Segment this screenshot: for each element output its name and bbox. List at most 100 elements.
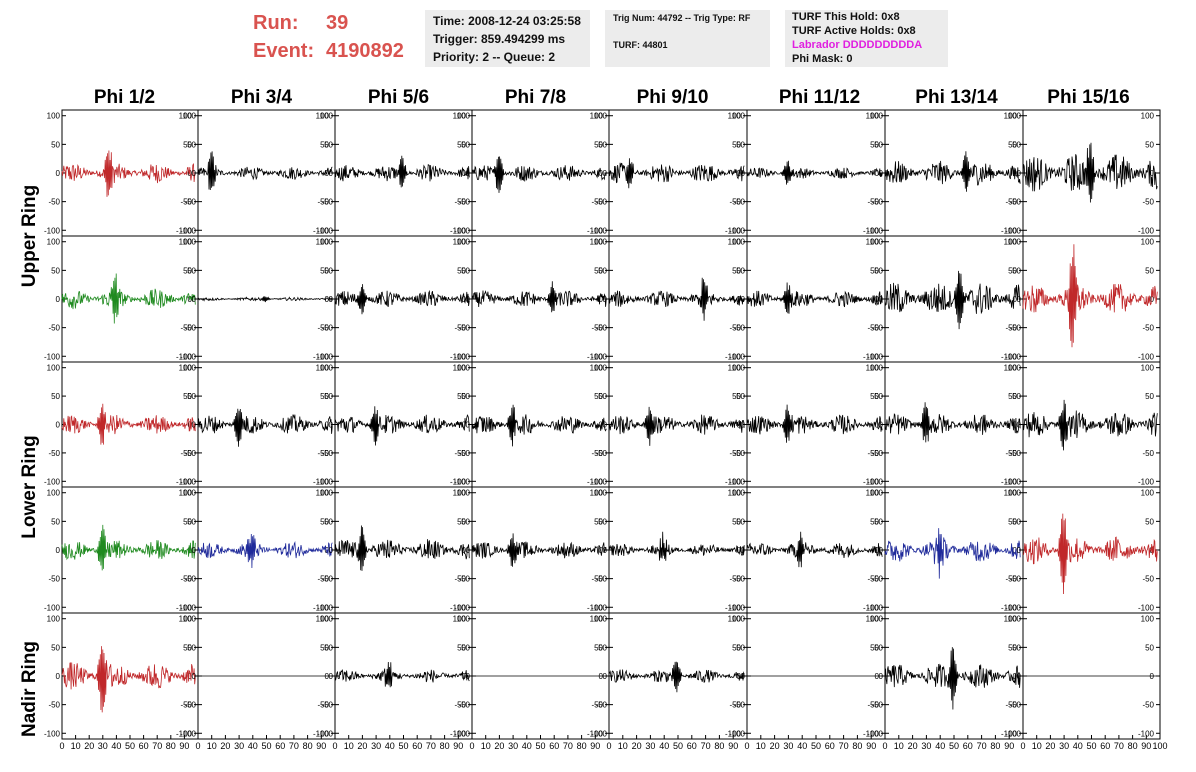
y-tick-label: -50 — [321, 449, 333, 458]
y-tick-label: 50 — [183, 392, 192, 401]
y-tick-label: 50 — [320, 140, 329, 149]
x-tick-label: 20 — [220, 741, 230, 751]
y-tick-label: 0 — [875, 421, 880, 430]
waveform-trace — [884, 647, 1021, 710]
turf-active-holds-text: TURF Active Holds: 0x8 — [792, 25, 916, 37]
y-tick-label: 0 — [192, 672, 197, 681]
y-tick-label: 0 — [188, 672, 193, 681]
y-tick-label: -50 — [454, 449, 466, 458]
y-tick-label: 0 — [1013, 546, 1018, 555]
y-tick-label: 0 — [741, 295, 746, 304]
y-tick-label: 100 — [453, 489, 467, 498]
y-tick-label: -100 — [1138, 729, 1155, 738]
y-tick-label: 100 — [870, 615, 884, 624]
x-tick-label: 0 — [332, 741, 337, 751]
x-tick-label: 20 — [357, 741, 367, 751]
x-tick-label: 90 — [728, 741, 738, 751]
y-tick-label: 100 — [183, 489, 197, 498]
x-tick-label: 20 — [494, 741, 504, 751]
waveform-trace — [884, 270, 1021, 330]
y-tick-label: 100 — [316, 364, 330, 373]
y-tick-label: -50 — [48, 324, 60, 333]
y-tick-label: 0 — [56, 421, 61, 430]
y-tick-label: 0 — [192, 295, 197, 304]
y-tick-label: 50 — [870, 643, 879, 652]
y-tick-label: 50 — [461, 392, 470, 401]
column-title-phi-11-12: Phi 11/12 — [778, 87, 861, 108]
y-tick-label: 100 — [728, 364, 742, 373]
y-tick-label: 50 — [187, 266, 196, 275]
y-tick-label: -100 — [729, 226, 746, 235]
waveform-trace — [471, 404, 607, 447]
y-tick-label: -50 — [321, 575, 333, 584]
y-tick-label: 100 — [1141, 238, 1155, 247]
y-tick-label: 50 — [1145, 266, 1154, 275]
y-tick-label: -100 — [180, 729, 197, 738]
x-tick-label: 70 — [701, 741, 711, 751]
y-tick-label: 50 — [320, 517, 329, 526]
y-tick-label: 50 — [870, 517, 879, 526]
y-tick-label: -50 — [1009, 324, 1021, 333]
waveform-trace — [1022, 399, 1158, 451]
x-tick-label: 0 — [59, 741, 64, 751]
labrador-text: Labrador DDDDDDDDDA — [792, 39, 923, 51]
y-tick-label: 50 — [457, 643, 466, 652]
x-tick-label: 80 — [714, 741, 724, 751]
y-tick-label: 50 — [324, 517, 333, 526]
y-tick-label: 50 — [874, 392, 883, 401]
y-tick-label: 100 — [320, 489, 334, 498]
column-title-phi-5-6: Phi 5/6 — [367, 87, 430, 108]
waveform-trace — [61, 273, 196, 324]
y-tick-label: 0 — [1013, 295, 1018, 304]
y-tick-label: -100 — [454, 226, 471, 235]
y-tick-label: 50 — [1008, 517, 1017, 526]
y-tick-label: -100 — [180, 226, 197, 235]
y-tick-label: 100 — [590, 489, 604, 498]
y-tick-label: 50 — [324, 392, 333, 401]
y-tick-label: 100 — [728, 112, 742, 121]
y-tick-label: -100 — [587, 226, 604, 235]
y-tick-label: -100 — [729, 352, 746, 361]
y-tick-label: 100 — [866, 489, 880, 498]
y-tick-label: 50 — [598, 140, 607, 149]
x-tick-label: 70 — [152, 741, 162, 751]
y-tick-label: -100 — [725, 603, 742, 612]
y-tick-label: -100 — [454, 603, 471, 612]
y-tick-label: -100 — [867, 226, 884, 235]
y-tick-label: -50 — [1005, 575, 1017, 584]
y-tick-label: 50 — [187, 643, 196, 652]
y-tick-label: 100 — [732, 238, 746, 247]
y-tick-label: 50 — [187, 140, 196, 149]
x-tick-label: 50 — [673, 741, 683, 751]
y-tick-label: -100 — [1005, 477, 1022, 486]
y-tick-label: 50 — [51, 140, 60, 149]
y-tick-label: -100 — [1001, 729, 1018, 738]
x-tick-label: 0 — [469, 741, 474, 751]
x-tick-label: 80 — [852, 741, 862, 751]
x-tick-label: 40 — [385, 741, 395, 751]
y-tick-label: 0 — [741, 421, 746, 430]
y-tick-label: 50 — [594, 517, 603, 526]
x-tick-label: 50 — [398, 741, 408, 751]
y-tick-label: -100 — [867, 352, 884, 361]
y-tick-label: -50 — [1142, 324, 1154, 333]
x-tick-label: 70 — [977, 741, 987, 751]
y-tick-label: -100 — [725, 226, 742, 235]
x-tick-label: 80 — [990, 741, 1000, 751]
event-value: 4190892 — [326, 40, 404, 62]
y-tick-label: 100 — [453, 615, 467, 624]
x-tick-label: 10 — [207, 741, 217, 751]
y-tick-label: -100 — [180, 603, 197, 612]
y-tick-label: -50 — [1142, 701, 1154, 710]
y-tick-label: 50 — [324, 266, 333, 275]
y-tick-label: 100 — [179, 112, 193, 121]
waveform-trace — [884, 528, 1021, 579]
y-tick-label: 50 — [457, 140, 466, 149]
y-tick-label: -100 — [313, 729, 330, 738]
y-tick-label: -100 — [317, 226, 334, 235]
y-tick-label: 0 — [603, 169, 608, 178]
waveform-trace — [197, 533, 333, 569]
y-tick-label: 50 — [51, 266, 60, 275]
y-tick-label: 100 — [47, 238, 61, 247]
y-tick-label: -100 — [1001, 603, 1018, 612]
